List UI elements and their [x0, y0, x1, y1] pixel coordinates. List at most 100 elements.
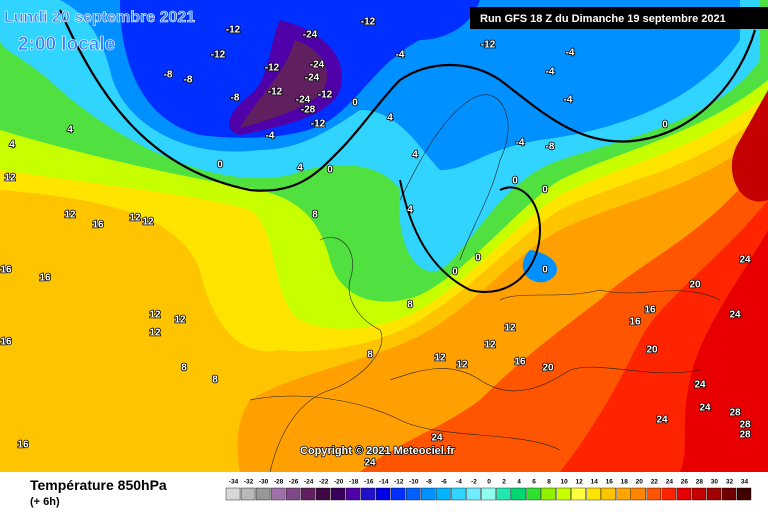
- contour-label: -4: [566, 48, 575, 59]
- scale-swatch: [526, 487, 541, 501]
- scale-swatch: [661, 487, 677, 501]
- contour-label: 8: [407, 300, 413, 311]
- contour-label: 12: [456, 360, 468, 371]
- contour-label: -4: [546, 67, 555, 78]
- scale-swatch: [721, 487, 737, 501]
- scale-tick-label: 14: [591, 479, 599, 486]
- contour-label: 16: [92, 220, 104, 231]
- contour-label: 28: [729, 408, 741, 419]
- copyright: Copyright © 2021 Meteociel.fr: [300, 445, 456, 457]
- scale-tick-label: 0: [487, 479, 491, 486]
- contour-label: 4: [407, 205, 413, 216]
- time-label: 2:00 locale: [18, 34, 115, 55]
- scale-swatch: [225, 487, 241, 501]
- contour-label: 24: [699, 403, 711, 414]
- scale-swatch: [361, 487, 376, 501]
- color-scale: -34 -32 -30 -28 -26 -24 -22 -20 -18 -16 -14 -12 -10-…: [225, 479, 752, 501]
- contour-label: 12: [142, 217, 154, 228]
- scale-swatch: [376, 487, 391, 501]
- scale-tick-label: -8: [426, 479, 432, 486]
- scale-swatch: [481, 487, 496, 501]
- coastlines: [249, 94, 721, 473]
- scale-tick-label: -22: [319, 479, 329, 486]
- contour-label: 8: [181, 363, 187, 374]
- scale-tick-label: -30: [259, 479, 269, 486]
- scale-tick-label: 4: [517, 479, 521, 486]
- scale-swatch: [736, 487, 752, 501]
- contour-label: -12: [268, 87, 283, 98]
- contour-label: 20: [646, 345, 658, 356]
- scale-tick-label: 16: [606, 479, 614, 486]
- contour-label: -8: [546, 142, 555, 153]
- scale-swatch: [391, 487, 406, 501]
- contour-label: 16: [629, 317, 641, 328]
- contour-label: 16: [39, 273, 51, 284]
- scale-swatch: [571, 487, 586, 501]
- scale-swatch: [691, 487, 707, 501]
- scale-tick-label: 32: [726, 479, 734, 486]
- scale-swatch: [541, 487, 556, 501]
- contour-label: 0: [352, 98, 358, 109]
- scale-swatch: [421, 487, 436, 501]
- contour-label: 12: [4, 173, 16, 184]
- contour-label: 4: [67, 125, 73, 136]
- header: Lundi 20 septembre 2021 2:00 locale Run …: [4, 7, 768, 55]
- contour-label: -4: [396, 50, 405, 61]
- scale-tick-label: -6: [441, 479, 447, 486]
- contour-label: 28: [739, 430, 751, 441]
- contour-label: 4: [387, 113, 393, 124]
- scale-swatch: [406, 487, 421, 501]
- scale-tick-label: -28: [274, 479, 284, 486]
- contour-label: 12: [174, 315, 186, 326]
- contour-label: 24: [431, 433, 443, 444]
- contour-label: -12: [211, 50, 226, 61]
- contour-label: -12: [318, 90, 333, 101]
- contour-label: 0: [542, 265, 548, 276]
- contour-label: 4: [297, 163, 303, 174]
- contour-label: 24: [656, 415, 668, 426]
- scale-swatch: [511, 487, 526, 501]
- scale-swatch: [240, 487, 256, 501]
- scale-swatch: [346, 487, 361, 501]
- contour-label: 0: [217, 160, 223, 171]
- contour-label: -8: [164, 70, 173, 81]
- scale-tick-label: 22: [651, 479, 659, 486]
- contour-label: -24: [310, 60, 325, 71]
- scale-swatch: [616, 487, 631, 501]
- scale-tick-label: 20: [636, 479, 644, 486]
- scale-tick-label: 30: [711, 479, 719, 486]
- scale-tick-label: -24: [304, 479, 314, 486]
- contour-label: 24: [694, 380, 706, 391]
- contour-label: 16: [514, 357, 526, 368]
- scale-swatch: [331, 487, 346, 501]
- contour-label: 12: [64, 210, 76, 221]
- contour-label: -4: [266, 131, 275, 142]
- contour-label: 24: [364, 458, 376, 469]
- scale-tick-label: 18: [621, 479, 629, 486]
- contour-label: 20: [542, 363, 554, 374]
- scale-tick-label: -18: [349, 479, 359, 486]
- scale-swatch: [586, 487, 601, 501]
- scale-tick-label: -16: [364, 479, 374, 486]
- contour-label: 12: [129, 213, 141, 224]
- scale-swatch: [270, 487, 286, 501]
- contour-label: 20: [689, 280, 701, 291]
- contour-label: -8: [184, 75, 193, 86]
- scale-swatch: [451, 487, 466, 501]
- contour-label: -24: [305, 73, 320, 84]
- contour-label: 16: [0, 265, 12, 276]
- footer-lead: (+ 6h): [30, 496, 60, 508]
- scale-swatch: [496, 487, 511, 501]
- contour-label: 8: [312, 210, 318, 221]
- contour-label: 4: [412, 150, 418, 161]
- scale-tick-label: 34: [741, 479, 749, 486]
- scale-tick-label: 2: [502, 479, 506, 486]
- contour-label: 8: [212, 375, 218, 386]
- scale-tick-label: -32: [244, 479, 254, 486]
- run-box: [470, 7, 768, 29]
- contour-label: 12: [484, 340, 496, 351]
- scale-tick-label: -20: [334, 479, 344, 486]
- contour-label: -4: [564, 95, 573, 106]
- scale-tick-label: -10: [409, 479, 419, 486]
